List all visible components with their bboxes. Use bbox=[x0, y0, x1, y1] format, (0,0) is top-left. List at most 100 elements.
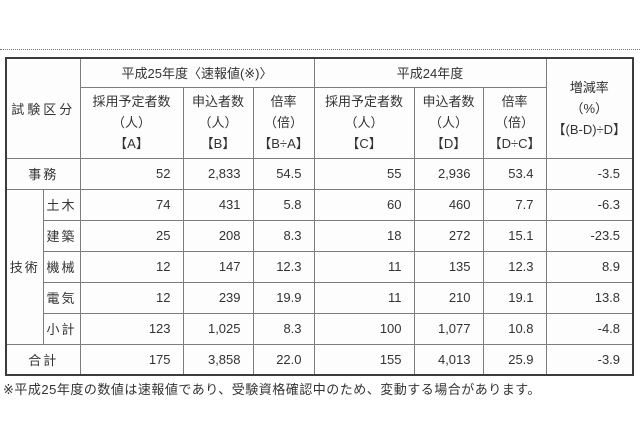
header-col-dc-line2: （倍） bbox=[495, 115, 535, 130]
cell-kenchiku-dc: 15.1 bbox=[482, 219, 547, 252]
cell-kenchiku-d: 272 bbox=[413, 219, 484, 252]
cell-doboku-a: 74 bbox=[79, 188, 184, 221]
header-col-b-line3: 【B】 bbox=[200, 136, 236, 151]
cell-jimu-ba: 54.5 bbox=[252, 157, 315, 190]
header-rate-line2: （%） bbox=[570, 100, 609, 116]
cell-kenchiku-c: 18 bbox=[313, 219, 415, 252]
header-col-ba-line1: 倍率 bbox=[270, 94, 297, 109]
header-exam-category: 試験区分 bbox=[5, 57, 81, 159]
header-group-row: 試験区分 平成25年度〈速報値(※)〉 平成24年度 増減率 （%） 【(B-D… bbox=[5, 57, 634, 159]
cell-denki-c: 11 bbox=[313, 281, 415, 314]
header-col-b: 申込者数 （人） 【B】 bbox=[182, 86, 254, 159]
header-col-a: 採用予定者数 （人） 【A】 bbox=[79, 86, 184, 159]
row-group-label-gijutsu: 技術 bbox=[5, 188, 44, 345]
cell-kikai-c: 11 bbox=[313, 250, 415, 283]
cell-kikai-b: 147 bbox=[182, 250, 254, 283]
header-col-a-line3: 【A】 bbox=[114, 136, 149, 151]
header-col-d: 申込者数 （人） 【D】 bbox=[413, 86, 484, 159]
header-col-d-line2: （人） bbox=[429, 115, 469, 130]
cell-denki-rate: 13.8 bbox=[545, 281, 634, 314]
header-col-b-line2: （人） bbox=[198, 115, 238, 130]
header-sub-row: 採用予定者数 （人） 【A】 申込者数 （人） 【B】 倍率 （倍） 【B÷A】… bbox=[6, 86, 633, 159]
row-label-kenchiku: 建築 bbox=[42, 219, 81, 252]
cell-gokei-ba: 22.0 bbox=[252, 343, 315, 376]
header-col-ba-line2: （倍） bbox=[264, 115, 304, 130]
row-label-jimu: 事務 bbox=[5, 157, 81, 190]
table-row-gokei: 合計 175 3,858 22.0 155 4,013 25.9 -3.9 bbox=[5, 343, 634, 376]
cell-denki-b: 239 bbox=[182, 281, 254, 314]
header-col-d-line3: 【D】 bbox=[430, 136, 467, 151]
cell-jimu-d: 2,936 bbox=[413, 157, 484, 190]
cell-gokei-b: 3,858 bbox=[182, 343, 254, 376]
table-row-shokei: 小計 123 1,025 8.3 100 1,077 10.8 -4.8 bbox=[6, 312, 634, 345]
header-col-a-line1: 採用予定者数 bbox=[92, 94, 171, 109]
header-col-c: 採用予定者数 （人） 【C】 bbox=[313, 86, 415, 159]
cell-kenchiku-a: 25 bbox=[79, 219, 184, 252]
header-rate-line3: 【(B-D)÷D】 bbox=[552, 121, 627, 137]
header-rate-column: 増減率 （%） 【(B-D)÷D】 bbox=[545, 57, 634, 159]
header-col-dc-line1: 倍率 bbox=[501, 94, 528, 109]
header-col-dc-line3: 【D÷C】 bbox=[488, 136, 541, 151]
cell-kikai-ba: 12.3 bbox=[252, 250, 315, 283]
cell-jimu-a: 52 bbox=[79, 157, 184, 190]
header-col-ba-line3: 【B÷A】 bbox=[258, 136, 309, 151]
cell-jimu-b: 2,833 bbox=[182, 157, 254, 190]
header-rate-line1: 増減率 bbox=[569, 79, 609, 95]
row-label-gokei: 合計 bbox=[5, 343, 81, 376]
cell-denki-ba: 19.9 bbox=[252, 281, 315, 314]
cell-kikai-rate: 8.9 bbox=[545, 250, 634, 283]
cell-kikai-a: 12 bbox=[79, 250, 184, 283]
cell-doboku-rate: -6.3 bbox=[545, 188, 634, 221]
cell-gokei-rate: -3.9 bbox=[545, 343, 634, 376]
cell-shokei-a: 123 bbox=[79, 312, 184, 345]
cell-jimu-c: 55 bbox=[313, 157, 415, 190]
row-label-denki: 電気 bbox=[42, 281, 81, 314]
row-label-shokei: 小計 bbox=[42, 312, 81, 345]
cell-doboku-ba: 5.8 bbox=[252, 188, 315, 221]
row-label-doboku: 土木 bbox=[42, 188, 81, 221]
cell-kikai-d: 135 bbox=[413, 250, 484, 283]
table-row-kenchiku: 建築 25 208 8.3 18 272 15.1 -23.5 bbox=[6, 219, 634, 252]
table-row-doboku: 技術 土木 74 431 5.8 60 460 7.7 -6.3 bbox=[5, 188, 634, 345]
cell-kenchiku-b: 208 bbox=[182, 219, 254, 252]
cell-kenchiku-rate: -23.5 bbox=[545, 219, 634, 252]
table-row-kikai: 機械 12 147 12.3 11 135 12.3 8.9 bbox=[6, 250, 634, 283]
header-col-a-line2: （人） bbox=[112, 115, 152, 130]
cell-gokei-c: 155 bbox=[313, 343, 415, 376]
header-group-h24: 平成24年度 bbox=[313, 57, 547, 88]
cell-doboku-d: 460 bbox=[413, 188, 484, 221]
cell-gokei-dc: 25.9 bbox=[482, 343, 547, 376]
cell-doboku-b: 431 bbox=[182, 188, 254, 221]
table-row-denki: 電気 12 239 19.9 11 210 19.1 13.8 bbox=[6, 281, 634, 314]
table-wrap: 試験区分 平成25年度〈速報値(※)〉 平成24年度 増減率 （%） 【(B-D… bbox=[5, 57, 635, 376]
header-col-d-line1: 申込者数 bbox=[422, 94, 475, 109]
cell-doboku-dc: 7.7 bbox=[482, 188, 547, 221]
cell-shokei-rate: -4.8 bbox=[545, 312, 634, 345]
cell-kenchiku-ba: 8.3 bbox=[252, 219, 315, 252]
header-col-c-line3: 【C】 bbox=[346, 136, 382, 151]
dotted-divider bbox=[0, 49, 640, 50]
cell-gokei-d: 4,013 bbox=[413, 343, 484, 376]
cell-jimu-dc: 53.4 bbox=[482, 157, 547, 190]
cell-shokei-ba: 8.3 bbox=[252, 312, 315, 345]
header-group-h25: 平成25年度〈速報値(※)〉 bbox=[79, 57, 315, 88]
table-row-jimu: 事務 52 2,833 54.5 55 2,936 53.4 -3.5 bbox=[5, 157, 634, 190]
cell-jimu-rate: -3.5 bbox=[545, 157, 634, 190]
header-col-dc: 倍率 （倍） 【D÷C】 bbox=[482, 86, 547, 159]
cell-denki-d: 210 bbox=[413, 281, 484, 314]
footnote-text: ※平成25年度の数値は速報値であり、受験資格確認中のため、変動する場合があります… bbox=[3, 382, 541, 397]
cell-shokei-d: 1,077 bbox=[413, 312, 484, 345]
cell-denki-a: 12 bbox=[79, 281, 184, 314]
cell-denki-dc: 19.1 bbox=[482, 281, 547, 314]
header-col-b-line1: 申込者数 bbox=[192, 94, 245, 109]
header-col-c-line1: 採用予定者数 bbox=[325, 94, 404, 109]
row-label-kikai: 機械 bbox=[42, 250, 81, 283]
cell-shokei-c: 100 bbox=[313, 312, 415, 345]
cell-gokei-a: 175 bbox=[79, 343, 184, 376]
cell-doboku-c: 60 bbox=[313, 188, 415, 221]
header-col-ba: 倍率 （倍） 【B÷A】 bbox=[252, 86, 315, 159]
recruitment-statistics-table: 試験区分 平成25年度〈速報値(※)〉 平成24年度 増減率 （%） 【(B-D… bbox=[5, 57, 635, 376]
cell-shokei-b: 1,025 bbox=[182, 312, 254, 345]
header-col-c-line2: （人） bbox=[344, 115, 384, 130]
